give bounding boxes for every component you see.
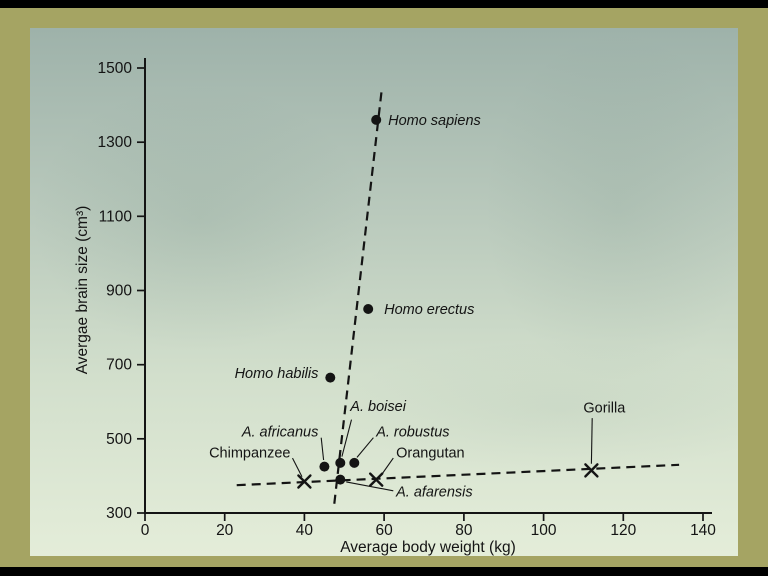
point-orangutan <box>369 472 384 487</box>
leader-a-boisei <box>341 419 353 457</box>
x-tick-label-100: 100 <box>531 522 557 539</box>
point-a-boisei <box>335 457 346 468</box>
label-chimpanzee: Chimpanzee <box>209 446 290 462</box>
hominid-trend <box>333 86 384 504</box>
label-a-robustus: A. robustus <box>375 424 449 440</box>
leader-chimpanzee <box>292 457 303 477</box>
label-a-boisei: A. boisei <box>349 399 406 415</box>
leader-orangutan <box>380 457 394 476</box>
y-tick-label-1300: 1300 <box>98 134 133 151</box>
y-tick-label-1500: 1500 <box>98 60 133 77</box>
x-tick-label-120: 120 <box>610 522 636 539</box>
y-tick-label-900: 900 <box>106 283 132 300</box>
point-homo-erectus <box>363 304 374 314</box>
leader-gorilla <box>590 418 593 464</box>
leader-a-robustus <box>356 437 374 458</box>
point-a-robustus <box>349 457 360 468</box>
point-a-africanus <box>319 461 330 472</box>
label-a-afarensis: A. afarensis <box>395 485 473 501</box>
y-axis-label: Avergae brain size (cm³) <box>74 206 91 375</box>
y-tick-label-500: 500 <box>106 431 132 448</box>
chart-panel: Average body weight (kg) Avergae brain s… <box>30 28 738 556</box>
y-tick-label-1100: 1100 <box>99 208 133 225</box>
photo-frame: Average body weight (kg) Avergae brain s… <box>0 8 768 567</box>
point-chimpanzee <box>297 474 312 489</box>
scatter-plot: Average body weight (kg) Avergae brain s… <box>74 58 716 556</box>
point-homo-habilis <box>325 372 336 383</box>
label-a-africanus: A. africanus <box>241 424 319 440</box>
label-homo-habilis: Homo habilis <box>235 366 319 382</box>
x-tick-label-20: 20 <box>216 522 234 539</box>
point-a-afarensis <box>335 474 346 485</box>
label-homo-erectus: Homo erectus <box>384 302 474 318</box>
x-tick-label-140: 140 <box>690 522 716 539</box>
point-homo-sapiens <box>371 114 382 125</box>
x-tick-label-60: 60 <box>375 522 393 539</box>
x-axis-label: Average body weight (kg) <box>340 539 515 556</box>
y-tick-label-700: 700 <box>106 357 132 374</box>
leader-a-africanus <box>320 437 325 461</box>
label-orangutan: Orangutan <box>396 446 465 462</box>
label-gorilla: Gorilla <box>583 400 626 416</box>
x-tick-label-80: 80 <box>455 522 473 539</box>
y-tick-label-300: 300 <box>106 505 132 522</box>
x-tick-label-40: 40 <box>296 522 314 539</box>
x-tick-label-0: 0 <box>141 522 150 539</box>
point-gorilla <box>584 463 599 478</box>
label-homo-sapiens: Homo sapiens <box>388 113 481 129</box>
